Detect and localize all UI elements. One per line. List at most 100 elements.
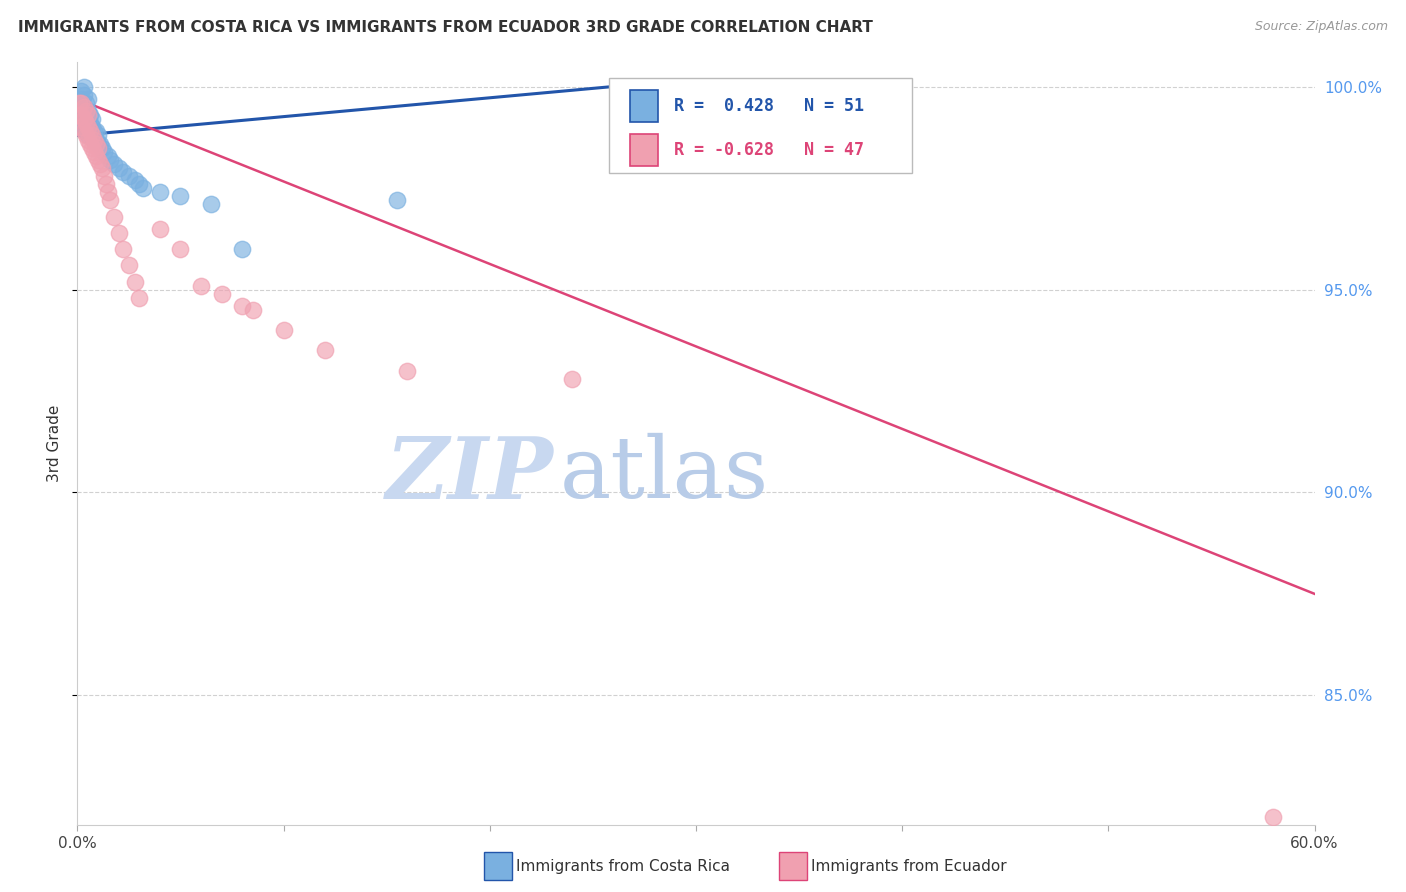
Text: R =  0.428   N = 51: R = 0.428 N = 51 [673, 97, 863, 115]
Point [79, 124, 101, 138]
Point [67, 95, 90, 110]
Point [83, 132, 105, 146]
Point [98, 153, 121, 167]
Point [67, 108, 90, 122]
Point [67, 120, 90, 135]
Y-axis label: 3rd Grade: 3rd Grade [46, 405, 62, 483]
Point [107, 161, 129, 175]
Point [200, 197, 222, 211]
Point [396, 364, 419, 378]
Point [75, 116, 97, 130]
Point [87, 141, 110, 155]
FancyBboxPatch shape [609, 78, 912, 173]
Point [89, 136, 111, 151]
Point [169, 242, 191, 256]
Point [83, 145, 105, 159]
Point [111, 165, 134, 179]
Point [80, 128, 103, 143]
Text: Immigrants from Costa Rica: Immigrants from Costa Rica [516, 859, 730, 873]
Point [70, 120, 93, 135]
Point [118, 258, 141, 272]
Point [72, 100, 94, 114]
Point [83, 132, 105, 146]
Point [76, 104, 98, 119]
Text: Source: ZipAtlas.com: Source: ZipAtlas.com [1254, 20, 1388, 33]
Point [67, 108, 90, 122]
Point [149, 186, 172, 200]
Point [107, 226, 129, 240]
Point [98, 194, 121, 208]
Point [70, 84, 93, 98]
Point [1263, 810, 1285, 824]
Point [91, 161, 114, 175]
Point [70, 104, 93, 119]
Point [87, 128, 110, 143]
Point [75, 124, 97, 138]
Point [96, 177, 118, 191]
Point [72, 100, 94, 114]
Point [72, 124, 94, 138]
Point [76, 120, 98, 135]
Point [231, 242, 253, 256]
Point [72, 112, 94, 127]
Point [103, 210, 125, 224]
Point [80, 120, 103, 135]
Point [67, 95, 90, 110]
Point [124, 275, 146, 289]
Point [76, 120, 98, 135]
Point [79, 136, 101, 151]
Point [93, 169, 115, 183]
Text: R = -0.628   N = 47: R = -0.628 N = 47 [673, 141, 863, 159]
Point [124, 173, 146, 187]
Point [80, 141, 103, 155]
Point [76, 92, 98, 106]
Point [91, 141, 114, 155]
Point [87, 153, 110, 167]
Point [72, 79, 94, 94]
Point [561, 372, 583, 386]
Point [242, 302, 264, 317]
Point [72, 120, 94, 135]
Point [72, 87, 94, 102]
Point [83, 124, 105, 138]
Point [75, 108, 97, 122]
Point [79, 124, 101, 138]
Point [211, 286, 233, 301]
Point [644, 92, 666, 106]
Point [118, 169, 141, 183]
Text: Immigrants from Ecuador: Immigrants from Ecuador [811, 859, 1007, 873]
Point [75, 128, 97, 143]
Point [89, 157, 111, 171]
Point [231, 299, 253, 313]
Point [128, 177, 150, 191]
Point [169, 189, 191, 203]
Point [385, 194, 408, 208]
Point [149, 221, 172, 235]
Point [190, 278, 212, 293]
Point [76, 132, 98, 146]
Point [314, 343, 336, 358]
Point [103, 157, 125, 171]
Point [75, 116, 97, 130]
Point [84, 136, 107, 151]
Point [111, 242, 134, 256]
Point [93, 145, 115, 159]
Point [80, 128, 103, 143]
Point [97, 149, 120, 163]
Point [97, 186, 120, 200]
Point [72, 112, 94, 127]
Point [70, 92, 93, 106]
Point [76, 108, 98, 122]
Point [84, 149, 107, 163]
Point [70, 108, 93, 122]
Text: IMMIGRANTS FROM COSTA RICA VS IMMIGRANTS FROM ECUADOR 3RD GRADE CORRELATION CHAR: IMMIGRANTS FROM COSTA RICA VS IMMIGRANTS… [18, 20, 873, 35]
Point [75, 104, 97, 119]
Point [128, 291, 150, 305]
Point [75, 95, 97, 110]
Point [79, 108, 101, 122]
Point [76, 112, 98, 127]
Point [132, 181, 155, 195]
Bar [630, 134, 658, 166]
Bar [630, 90, 658, 122]
Point [87, 136, 110, 151]
